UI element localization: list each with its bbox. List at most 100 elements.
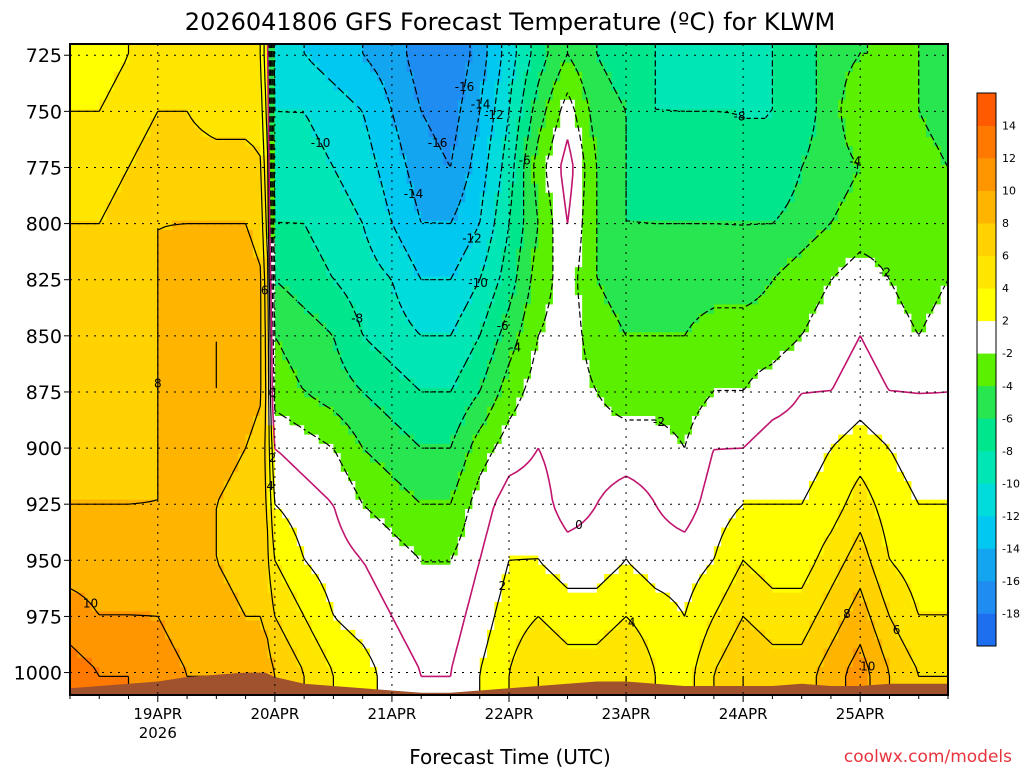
field-cell xyxy=(106,378,115,389)
field-cell xyxy=(340,211,349,222)
field-cell xyxy=(187,406,195,417)
field-cell xyxy=(223,127,232,138)
field-cell xyxy=(421,313,430,324)
field-cell xyxy=(399,71,408,82)
field-cell xyxy=(574,267,583,278)
field-cell xyxy=(684,332,693,343)
field-cell xyxy=(896,248,905,259)
field-cell xyxy=(106,127,115,138)
field-cell xyxy=(91,81,100,92)
field-cell xyxy=(648,350,656,361)
field-cell xyxy=(574,313,583,324)
field-cell xyxy=(589,90,598,101)
field-cell xyxy=(77,257,86,268)
field-cell xyxy=(340,360,349,371)
field-cell xyxy=(135,71,144,82)
field-cell xyxy=(501,220,510,231)
field-cell xyxy=(874,397,883,408)
field-cell xyxy=(669,341,678,352)
field-cell xyxy=(479,118,488,129)
field-cell xyxy=(274,90,283,101)
field-cell xyxy=(99,341,108,352)
field-cell xyxy=(735,295,744,305)
field-cell xyxy=(655,406,664,417)
field-cell xyxy=(70,202,78,212)
field-cell xyxy=(143,406,152,417)
field-cell xyxy=(655,127,664,138)
field-cell xyxy=(582,248,591,259)
field-cell xyxy=(516,71,525,82)
field-cell xyxy=(172,146,181,157)
field-cell xyxy=(223,99,232,110)
field-cell xyxy=(889,276,898,287)
field-cell xyxy=(713,99,722,110)
field-cell xyxy=(216,416,225,426)
field-cell xyxy=(333,406,342,417)
field-cell xyxy=(545,109,554,119)
field-cell xyxy=(560,416,569,426)
field-cell xyxy=(267,248,276,259)
field-cell xyxy=(604,192,613,203)
field-cell xyxy=(143,332,152,343)
field-cell xyxy=(867,155,876,166)
field-cell xyxy=(896,53,905,64)
field-cell xyxy=(691,350,700,361)
field-cell xyxy=(618,360,627,371)
field-cell xyxy=(567,146,576,157)
field-cell xyxy=(523,406,532,417)
field-cell xyxy=(311,118,320,129)
field-cell xyxy=(713,109,722,119)
field-cell xyxy=(852,127,861,138)
field-cell xyxy=(706,323,715,333)
field-cell xyxy=(501,137,510,147)
field-cell xyxy=(421,62,430,73)
field-cell xyxy=(662,332,671,343)
field-cell xyxy=(267,118,276,129)
field-cell xyxy=(684,90,693,101)
field-cell xyxy=(787,267,795,278)
field-cell xyxy=(582,183,591,194)
field-cell xyxy=(318,53,327,64)
field-cell xyxy=(582,323,591,333)
field-cell xyxy=(413,62,422,73)
field-cell xyxy=(706,53,715,64)
field-cell xyxy=(428,164,437,175)
field-cell xyxy=(128,257,137,268)
field-cell xyxy=(369,304,378,315)
field-cell xyxy=(618,378,627,389)
field-cell xyxy=(282,406,291,417)
field-cell xyxy=(245,388,254,398)
field-cell xyxy=(787,332,795,343)
field-cell xyxy=(216,44,225,54)
field-cell xyxy=(772,81,781,92)
field-cell xyxy=(560,99,569,110)
field-cell xyxy=(545,323,554,333)
field-cell xyxy=(121,155,130,166)
field-cell xyxy=(874,44,883,54)
field-cell xyxy=(428,239,437,250)
field-cell xyxy=(201,406,210,417)
field-cell xyxy=(340,53,349,64)
field-cell xyxy=(523,53,532,64)
field-cell xyxy=(545,81,554,92)
field-cell xyxy=(230,425,239,436)
field-cell xyxy=(479,313,488,324)
field-cell xyxy=(677,350,686,361)
field-cell xyxy=(91,239,100,250)
field-cell xyxy=(70,211,78,222)
field-cell xyxy=(216,53,225,64)
field-cell xyxy=(450,332,459,343)
field-cell xyxy=(457,192,466,203)
field-cell xyxy=(326,53,334,64)
field-cell xyxy=(794,332,803,343)
field-cell xyxy=(216,360,225,371)
field-cell xyxy=(567,99,576,110)
field-cell xyxy=(706,220,715,231)
field-cell xyxy=(721,276,730,287)
field-cell xyxy=(333,416,342,426)
field-cell xyxy=(830,192,839,203)
field-cell xyxy=(926,99,934,110)
field-cell xyxy=(340,220,349,231)
field-cell xyxy=(121,90,130,101)
field-cell xyxy=(355,388,364,398)
